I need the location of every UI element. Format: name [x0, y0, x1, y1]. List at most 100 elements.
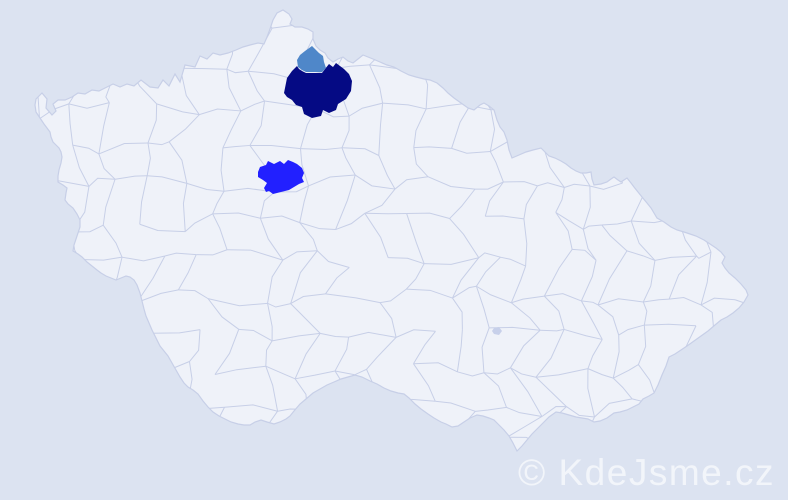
district-border-line [72, 144, 100, 155]
district-border-line [341, 147, 356, 176]
district-border-line [121, 255, 166, 262]
district-border-line [696, 251, 712, 259]
district-border-line [72, 144, 90, 187]
district-border-line [481, 327, 490, 373]
district-highlight-dark-navy[interactable] [284, 63, 352, 118]
district-border-line [582, 229, 597, 261]
district-border-line [290, 303, 321, 334]
district-border-line [224, 404, 278, 412]
district-border-line [597, 298, 644, 306]
district-border-line [325, 267, 350, 295]
district-border-line [379, 302, 397, 338]
district-border-line [587, 339, 603, 369]
district-border-line [290, 250, 318, 304]
district-border-line [222, 110, 242, 149]
district-border-line [68, 102, 110, 109]
country-land[interactable] [35, 10, 748, 451]
district-border-line [500, 256, 526, 267]
district-border-line [506, 406, 543, 417]
district-border-line [540, 328, 565, 332]
district-border-line [406, 213, 425, 264]
district-border-line [581, 300, 599, 306]
district-border-line [189, 329, 201, 362]
district-border-line [300, 148, 310, 187]
district-border-line [260, 215, 300, 224]
district-border-line [139, 223, 186, 233]
district-border-line [394, 176, 428, 190]
district-border-line [555, 212, 573, 250]
district-border-line [212, 190, 225, 215]
district-border-line [452, 257, 480, 299]
district-border-line [184, 213, 213, 232]
district-border-line [555, 187, 565, 213]
district-border-line [147, 103, 158, 144]
district-border-line [601, 220, 632, 226]
district-border-line [406, 212, 450, 220]
district-border-line [523, 185, 538, 219]
district-border-line [668, 255, 697, 300]
district-highlight-bright-blue[interactable] [258, 160, 304, 194]
district-border-line [456, 329, 463, 372]
district-border-line [669, 297, 702, 306]
district-border-line [483, 367, 511, 375]
district-border-line [186, 182, 225, 192]
district-border-line [98, 142, 148, 155]
district-border-line [382, 102, 427, 110]
district-border-line [594, 398, 633, 418]
district-border-line [637, 325, 647, 365]
district-border-line [214, 365, 266, 376]
district-border-line [274, 185, 309, 193]
district-border-line [388, 257, 425, 265]
district-border-line [510, 265, 527, 303]
district-border-line [164, 252, 197, 257]
watermark-link[interactable]: © KdeJsme.cz [517, 452, 775, 493]
district-border-line [222, 144, 250, 149]
district-border-line [424, 257, 479, 265]
district-border-line [452, 285, 477, 299]
district-border-line [700, 297, 736, 306]
district-border-line [295, 370, 336, 380]
district-highlight-faint[interactable] [492, 327, 502, 335]
district-border-line [369, 64, 384, 104]
district-border-line [618, 324, 645, 336]
district-border-line [475, 286, 490, 328]
district-border-line [105, 83, 112, 103]
district-border-line [290, 293, 326, 305]
district-border-line [249, 100, 266, 146]
district-border-line [136, 255, 166, 303]
district-border-line [484, 181, 504, 217]
district-border-line [643, 298, 670, 303]
district-border-line [300, 147, 343, 151]
district-border-line [259, 191, 275, 219]
district-border-line [413, 330, 436, 364]
district-border-line [294, 333, 321, 380]
district-border-line [642, 260, 656, 303]
district-border-line [642, 301, 648, 326]
district-border-line [587, 368, 614, 379]
district-highlight-steel-blue[interactable] [297, 46, 326, 72]
district-border-line [341, 147, 380, 156]
district-border-line [395, 329, 436, 338]
district-border-line [476, 285, 512, 304]
district-border-line [272, 332, 321, 342]
district-border-line [475, 406, 507, 412]
district-border-line [196, 249, 228, 256]
district-border-line [341, 116, 350, 148]
district-border-line [267, 259, 284, 304]
district-border-line [449, 218, 480, 258]
district-border-line [510, 367, 543, 417]
district-border-line [102, 179, 116, 226]
district-border-line [299, 222, 318, 251]
district-border-line [523, 218, 528, 267]
district-border-line [413, 146, 452, 149]
district-border-line [543, 249, 573, 297]
district-border-line [335, 212, 366, 231]
district-border-line [179, 68, 200, 115]
district-border-line [449, 188, 476, 219]
district-border-line [563, 328, 603, 340]
district-border-line [597, 250, 628, 306]
district-border-line [597, 304, 620, 336]
district-border-line [587, 368, 595, 418]
district-border-line [147, 175, 187, 184]
